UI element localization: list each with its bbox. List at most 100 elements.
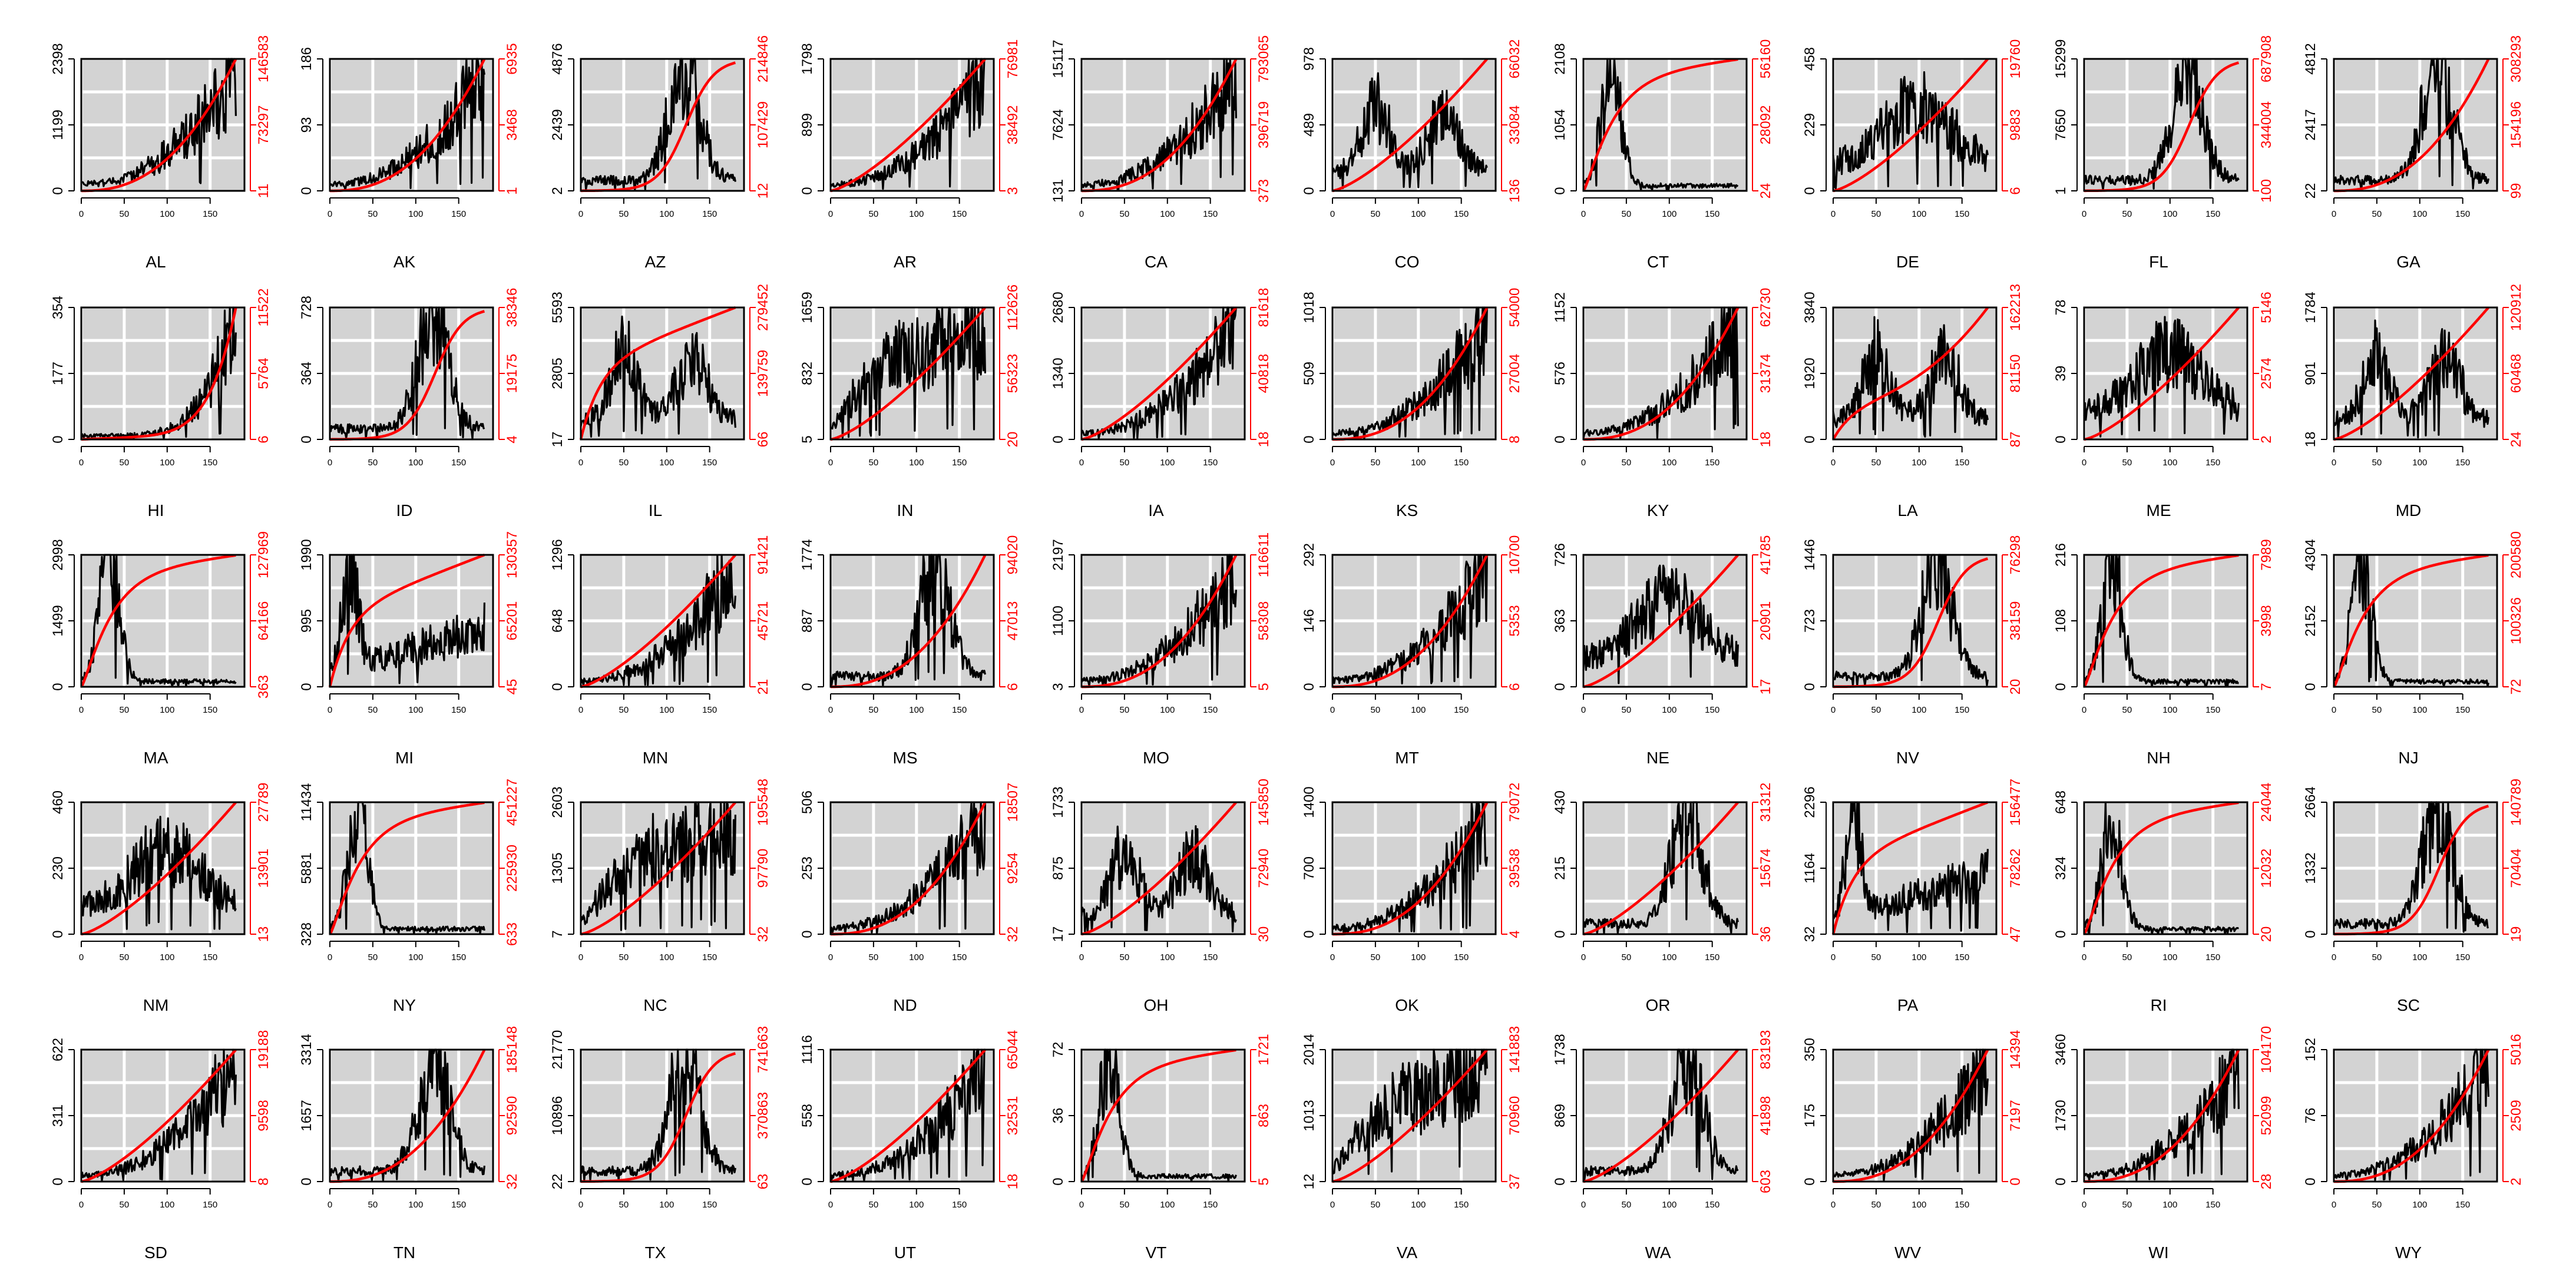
state-label: NC: [643, 996, 667, 1014]
left-tick-label: 18: [2303, 432, 2319, 448]
right-tick-label: 63: [755, 1174, 771, 1190]
left-tick-label: 489: [1301, 113, 1317, 137]
right-axis: 24 28092 56160: [1752, 39, 1774, 198]
x-tick-label: 150: [1203, 1200, 1218, 1210]
state-label: AK: [393, 253, 416, 271]
cumulative-series-line: [1833, 58, 1989, 193]
state-label: TN: [393, 1243, 415, 1262]
x-tick-label: 100: [160, 209, 174, 219]
panel-border: [1331, 1048, 1497, 1183]
panel-border: [1832, 58, 1998, 192]
panel-border: [1582, 554, 1748, 688]
right-tick-label: 200580: [2508, 531, 2524, 578]
left-tick-label: 1054: [1552, 109, 1568, 140]
right-tick-label: 3468: [504, 109, 520, 140]
x-tick-label: 100: [2412, 705, 2427, 715]
panel-tx: 0 50 100 150 22 10896 21770 63 370863 741663 TX: [550, 1026, 771, 1262]
right-axis: 3 38492 76981: [999, 39, 1021, 195]
x-tick-label: 50: [1371, 458, 1381, 468]
panel-border: [329, 554, 494, 688]
cumulative-series-line: [1081, 801, 1238, 936]
state-label: AR: [894, 253, 917, 271]
right-tick-label: 156477: [2008, 779, 2023, 826]
right-tick-label: 225930: [504, 845, 520, 892]
left-tick-label: 1: [2053, 187, 2069, 194]
left-axis: 0 2152 4304: [2303, 539, 2327, 691]
right-tick-label: 603: [1758, 1170, 1774, 1193]
right-tick-label: 19188: [256, 1030, 272, 1070]
x-tick-label: 100: [408, 458, 423, 468]
panel-mi: 0 50 100 150 0 995 1990 45 65201 130357 MI: [299, 531, 520, 767]
x-axis: 0 50 100 150: [2332, 941, 2470, 962]
daily-series-line: [1582, 801, 1739, 935]
left-tick-label: 7650: [2053, 109, 2069, 140]
right-tick-label: 100326: [2508, 597, 2524, 644]
state-label: DE: [1896, 253, 1919, 271]
left-axis: 5 832 1659: [799, 292, 824, 444]
daily-series-line: [1832, 554, 1989, 687]
x-tick-label: 100: [1160, 1200, 1175, 1210]
left-tick-label: 1920: [1802, 358, 1818, 389]
right-tick-label: 195548: [755, 779, 771, 826]
daily-series-line: [1331, 801, 1488, 935]
left-tick-label: 0: [50, 683, 66, 690]
right-tick-label: 214846: [755, 35, 771, 82]
panel-border: [1582, 306, 1748, 441]
x-tick-label: 0: [1079, 209, 1084, 219]
right-tick-label: 13901: [256, 849, 272, 888]
right-tick-label: 54000: [1507, 288, 1523, 327]
right-tick-label: 146583: [256, 35, 272, 82]
right-tick-label: 31374: [1758, 354, 1774, 393]
panel-border: [2333, 306, 2498, 441]
x-axis: 0 50 100 150: [79, 693, 217, 715]
x-tick-label: 100: [408, 705, 423, 715]
left-tick-label: 2152: [2303, 605, 2319, 636]
x-tick-label: 150: [2205, 1200, 2220, 1210]
x-tick-label: 50: [1371, 1200, 1381, 1210]
panel-border: [580, 58, 745, 192]
panel-md: 0 50 100 150 18 901 1784 24 60468 120912 MD: [2303, 284, 2524, 520]
x-tick-label: 0: [578, 952, 583, 962]
right-tick-label: 30: [1256, 927, 1272, 942]
cumulative-series-line: [1332, 58, 1489, 193]
right-tick-label: 14394: [2008, 1030, 2023, 1070]
right-axis: 2 2509 5016: [2502, 1034, 2524, 1186]
right-tick-label: 8: [1507, 435, 1523, 443]
x-tick-label: 50: [869, 458, 879, 468]
panel-ct: 0 50 100 150 0 1054 2108 24 28092 56160 CT: [1552, 39, 1774, 271]
left-tick-label: 887: [799, 609, 815, 633]
left-tick-label: 39: [2053, 366, 2069, 382]
cumulative-series-line: [2083, 801, 2240, 935]
x-tick-label: 150: [702, 458, 717, 468]
x-tick-label: 100: [408, 952, 423, 962]
panel-border: [1582, 1048, 1748, 1183]
x-tick-label: 100: [2162, 209, 2177, 219]
daily-series-line: [829, 1048, 986, 1182]
x-tick-label: 150: [702, 1200, 717, 1210]
x-tick-label: 100: [1160, 458, 1175, 468]
x-tick-label: 150: [2455, 952, 2470, 962]
state-label: OK: [1395, 996, 1419, 1014]
right-tick-label: 0: [2008, 1177, 2023, 1185]
x-tick-label: 50: [1622, 952, 1632, 962]
x-tick-label: 0: [1330, 705, 1335, 715]
panel-border: [580, 801, 745, 935]
right-tick-label: 38346: [504, 288, 520, 327]
x-axis: 0 50 100 150: [578, 446, 717, 468]
x-tick-label: 50: [869, 1200, 879, 1210]
x-tick-label: 0: [328, 705, 332, 715]
left-tick-label: 0: [799, 187, 815, 194]
left-tick-label: 0: [1552, 1177, 1568, 1185]
daily-series-line: [1331, 72, 1488, 190]
left-tick-label: 5: [799, 435, 815, 443]
state-label: TX: [645, 1243, 666, 1262]
x-tick-label: 100: [1912, 952, 1926, 962]
right-tick-label: 139759: [755, 350, 771, 397]
cumulative-series-line: [2084, 1049, 2240, 1183]
x-tick-label: 100: [659, 209, 674, 219]
right-tick-label: 633: [504, 922, 520, 946]
right-axis: 5 863 1721: [1250, 1034, 1272, 1186]
left-axis: 0 1332 2664: [2303, 786, 2327, 938]
left-tick-label: 0: [1802, 187, 1818, 194]
left-tick-label: 354: [50, 296, 66, 319]
